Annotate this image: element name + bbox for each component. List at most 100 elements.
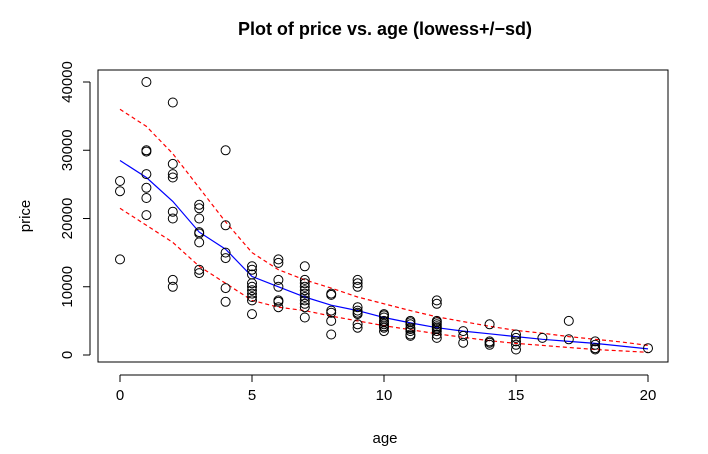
scatter-points (115, 77, 653, 355)
data-point (194, 268, 205, 279)
x-tick-label: 10 (376, 387, 393, 404)
x-tick-label: 20 (640, 387, 657, 404)
data-point (563, 334, 574, 345)
data-point (431, 326, 442, 337)
data-point (643, 343, 653, 354)
data-point (326, 289, 337, 300)
chart-title: Plot of price vs. age (lowess+/−sd) (238, 19, 532, 39)
data-point (247, 288, 257, 299)
data-point (352, 309, 363, 320)
data-point (405, 326, 416, 337)
data-point (511, 336, 521, 347)
data-point (590, 344, 601, 355)
data-point (247, 281, 257, 292)
x-tick-label: 15 (508, 387, 525, 404)
data-point (484, 319, 495, 330)
data-point (167, 169, 178, 180)
y-tick-label: 20000 (59, 198, 76, 240)
data-point (194, 264, 205, 275)
data-point (458, 330, 469, 341)
y-tick-label: 30000 (59, 129, 76, 171)
lowess-curves (119, 108, 649, 353)
data-point (537, 332, 548, 343)
x-tick-label: 0 (116, 387, 124, 404)
data-point (167, 213, 178, 224)
data-point (511, 344, 521, 355)
data-point (379, 322, 389, 333)
data-point (273, 254, 284, 265)
data-point (273, 281, 284, 292)
plot-frame (97, 69, 669, 363)
data-point (167, 281, 178, 292)
data-point (352, 319, 363, 330)
x-tick-label: 5 (248, 387, 256, 404)
data-point (141, 146, 152, 157)
data-point (431, 329, 442, 340)
data-point (273, 302, 284, 313)
data-point (458, 337, 469, 348)
data-point (563, 315, 574, 326)
data-point (141, 210, 152, 221)
data-point (299, 302, 310, 313)
data-point (458, 326, 469, 337)
data-point (247, 285, 257, 296)
data-point (352, 322, 363, 333)
data-point (511, 339, 521, 350)
data-point (299, 298, 310, 309)
data-point (299, 292, 310, 302)
data-point (141, 169, 152, 180)
data-point (141, 193, 152, 203)
data-point (590, 336, 601, 347)
data-point (247, 278, 257, 289)
data-point (299, 278, 310, 289)
data-point (352, 302, 363, 313)
data-point (299, 285, 310, 296)
data-point (511, 332, 521, 343)
data-point (299, 274, 310, 285)
data-point (273, 274, 284, 285)
data-point (220, 220, 231, 231)
data-point (405, 330, 416, 341)
upper-sd-line (119, 108, 649, 346)
data-point (511, 329, 521, 340)
data-point (194, 213, 205, 224)
data-point (115, 254, 125, 265)
data-point (299, 312, 310, 323)
data-point (484, 339, 495, 350)
data-point (167, 158, 178, 169)
data-point (326, 307, 337, 318)
y-tick-label: 40000 (59, 61, 76, 103)
data-point (115, 186, 125, 197)
data-point (405, 319, 416, 330)
y-axis: 0 10000 20000 30000 40000 (59, 61, 91, 359)
data-point (273, 296, 284, 307)
data-point (194, 203, 205, 214)
data-point (167, 274, 178, 285)
data-point (379, 326, 389, 337)
data-point (220, 145, 231, 156)
data-point (273, 257, 284, 268)
data-point (326, 329, 337, 340)
data-point (431, 298, 442, 309)
data-point (590, 339, 601, 350)
data-point (299, 281, 310, 292)
data-point (220, 247, 231, 258)
y-tick-label: 10000 (59, 266, 76, 308)
data-point (247, 292, 257, 302)
data-point (194, 237, 205, 248)
x-axis-label: age (372, 430, 397, 447)
data-point (141, 77, 152, 87)
data-point (326, 305, 337, 316)
data-point (352, 281, 363, 292)
data-point (431, 295, 442, 306)
data-point (299, 288, 310, 299)
data-point (220, 283, 231, 294)
x-axis: 0 5 10 15 20 (116, 374, 657, 404)
y-tick-label: 0 (59, 351, 76, 359)
data-point (220, 253, 231, 264)
data-point (167, 172, 178, 183)
data-point (299, 295, 310, 306)
data-point (167, 97, 178, 108)
data-point (352, 278, 363, 289)
data-point (167, 206, 178, 217)
